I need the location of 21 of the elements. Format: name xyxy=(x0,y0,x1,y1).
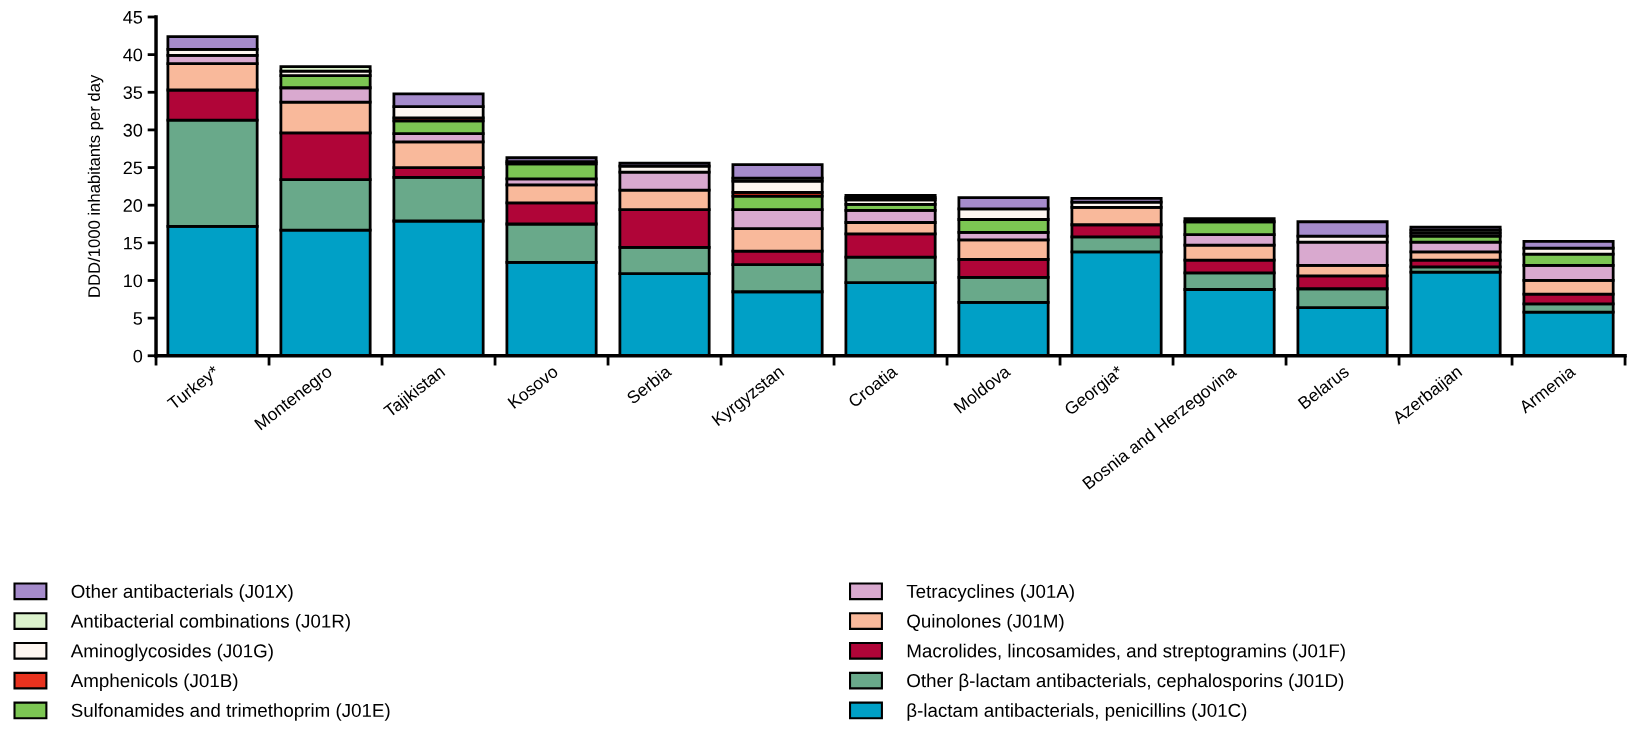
legend-label: Amphenicols (J01B) xyxy=(70,673,238,691)
y-tick-label: 15 xyxy=(124,236,143,250)
y-tick-label: 0 xyxy=(133,349,143,363)
legend-label: β-lactam antibacterials, penicillins (J01C) xyxy=(907,703,1247,721)
y-tick-label: 40 xyxy=(123,48,143,62)
y-tick-label: 35 xyxy=(123,86,143,99)
y-tick-label: 45 xyxy=(123,11,143,24)
y-tick-label: 10 xyxy=(124,274,143,288)
legend-label: Aminoglycosides (J01G) xyxy=(70,643,273,662)
legend-label: Antibacterial combinations (J01R) xyxy=(70,613,350,632)
y-tick-label: 5 xyxy=(133,312,143,325)
legend-label: Tetracyclines (J01A) xyxy=(906,584,1074,602)
legend-label: Sulfonamides and trimethoprim (J01E) xyxy=(71,703,390,721)
legend-label: Other β-lactam antibacterials, cephalosporins (J01D) xyxy=(907,673,1344,691)
y-tick-label: 30 xyxy=(123,123,143,137)
legend-label: Macrolides, lincosamides, and streptogramins (J01F) xyxy=(907,643,1345,662)
y-tick-label: 20 xyxy=(123,199,143,212)
y-tick-label: 25 xyxy=(123,161,143,175)
legend-label: Quinolones (J01M) xyxy=(907,613,1064,632)
legend-label: Other antibacterials (J01X) xyxy=(71,584,293,602)
y-axis-title: DDD/1000 inhabitants per day xyxy=(87,74,104,297)
